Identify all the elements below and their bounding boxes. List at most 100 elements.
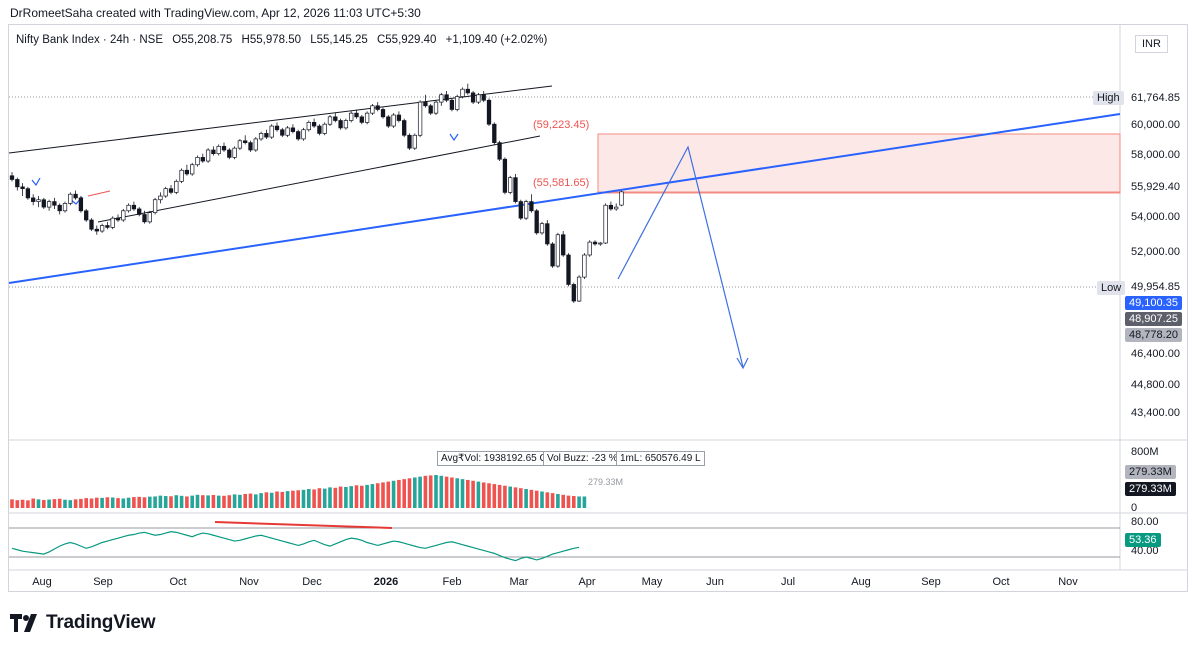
volume-bar xyxy=(487,483,491,508)
volume-bar xyxy=(179,495,184,508)
volume-bar xyxy=(556,493,560,508)
low-price-value: 49,954.85 xyxy=(1131,281,1180,293)
candle-body xyxy=(354,112,359,118)
volume-bar xyxy=(185,496,189,508)
time-axis-label: Sep xyxy=(93,576,113,588)
time-axis-label: Dec xyxy=(302,576,322,588)
volume-bar xyxy=(476,481,481,508)
volume-bar xyxy=(524,489,528,508)
candle-body xyxy=(561,234,566,256)
currency-button[interactable]: INR xyxy=(1135,35,1168,53)
volume-bar xyxy=(566,495,571,508)
ohlc-low: L55,145.25 xyxy=(310,34,368,46)
candle-body xyxy=(301,129,306,140)
volume-bar xyxy=(545,492,550,508)
candle-body xyxy=(131,204,137,210)
candle-body xyxy=(396,114,402,121)
volume-bar xyxy=(540,491,544,508)
volume-bar xyxy=(307,489,311,508)
candle-body xyxy=(296,131,301,140)
volume-bar xyxy=(577,496,581,508)
candle-body xyxy=(237,140,243,149)
candle-body xyxy=(364,112,370,123)
projection-arrowhead xyxy=(736,357,749,370)
candle-body xyxy=(174,180,179,193)
volume-bar xyxy=(497,484,502,508)
candles-group xyxy=(9,83,624,303)
price-tick: 52,000.00 xyxy=(1131,246,1180,258)
candle-body xyxy=(216,145,221,155)
volume-bar xyxy=(301,489,306,508)
candle-body xyxy=(486,99,492,125)
candle-body xyxy=(508,177,513,193)
candle-body xyxy=(280,129,285,136)
candle-body xyxy=(36,199,41,202)
time-axis-label: Nov xyxy=(239,576,259,588)
candle-body xyxy=(338,120,343,129)
time-axis-label: Aug xyxy=(851,576,871,588)
candle-body xyxy=(380,109,386,118)
candle-body xyxy=(534,210,539,234)
volume-bar xyxy=(20,499,25,508)
candle-body xyxy=(105,225,110,228)
volume-tag-a: 279.33M xyxy=(1125,465,1176,479)
candle-body xyxy=(274,125,280,131)
time-axis-label: Mar xyxy=(510,576,529,588)
candle-body xyxy=(460,88,465,97)
time-axis-label: Oct xyxy=(992,576,1009,588)
volume-bar xyxy=(169,496,173,508)
volume-bar xyxy=(137,496,141,508)
rsi-line xyxy=(11,531,580,562)
candle-body xyxy=(142,214,147,223)
volume-bar xyxy=(344,486,348,508)
volume-bar xyxy=(519,488,523,508)
price-tick: 54,000.00 xyxy=(1131,211,1180,223)
candle-body xyxy=(195,157,200,166)
volume-bar xyxy=(439,475,444,508)
volume-bar xyxy=(381,482,385,508)
volume-bar xyxy=(142,497,147,508)
volume-bar xyxy=(153,496,157,508)
candle-body xyxy=(433,101,439,114)
rsi-axis-lower: 40.00 xyxy=(1131,545,1159,557)
volume-bar xyxy=(285,491,290,508)
candle-body xyxy=(608,204,614,210)
volume-bar xyxy=(190,495,194,508)
symbol-legend[interactable]: Nifty Bank Index · 24h · NSE O55,208.75 … xyxy=(16,34,553,46)
candle-body xyxy=(73,193,78,199)
candle-body xyxy=(232,147,237,158)
candle-body xyxy=(31,197,36,202)
volume-bar xyxy=(79,498,83,508)
tradingview-logo[interactable]: TradingView xyxy=(10,612,156,634)
volume-bars-group xyxy=(10,475,587,508)
candle-body xyxy=(412,134,417,149)
candle-body xyxy=(402,120,407,136)
volume-bar xyxy=(386,481,391,508)
time-axis-label: Apr xyxy=(578,576,595,588)
candle-body xyxy=(89,219,94,230)
candle-body xyxy=(518,201,523,219)
volume-tag-b: 279.33M xyxy=(1125,482,1176,496)
candle-body xyxy=(126,204,131,212)
volume-bar xyxy=(349,486,353,508)
candle-body xyxy=(41,199,46,208)
candle-body xyxy=(68,193,73,204)
time-axis-label: Nov xyxy=(1058,576,1078,588)
zone-top-label: (59,223.45) xyxy=(533,119,589,131)
candle-body xyxy=(523,201,529,219)
candle-body xyxy=(179,169,184,182)
price-axis[interactable]: 60,000.00 58,000.00 54,000.00 52,000.00 … xyxy=(1131,92,1180,419)
candle-body xyxy=(322,123,327,134)
volume-bar xyxy=(312,489,316,508)
candle-body xyxy=(539,223,545,234)
volume-bar xyxy=(391,480,396,508)
candle-body xyxy=(592,241,598,245)
volume-bar xyxy=(508,486,512,508)
candle-body xyxy=(370,105,375,114)
candle-body xyxy=(439,94,444,103)
candle-body xyxy=(327,116,333,125)
time-axis[interactable]: Aug Sep Oct Nov Dec 2026 Feb Mar Apr May Jun Jul Aug… xyxy=(32,576,1078,588)
high-price-value: 61,764.85 xyxy=(1131,92,1180,104)
high-label: High xyxy=(1093,91,1124,105)
